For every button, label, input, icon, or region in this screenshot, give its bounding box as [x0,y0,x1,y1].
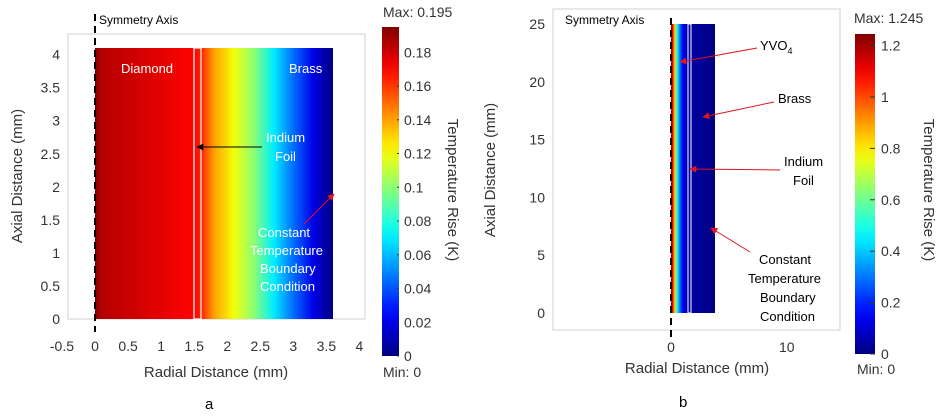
panel-b-bc-label-1: Constant [759,252,811,267]
y-tick-label: 1.5 [41,212,61,228]
y-tick-label: 20 [529,74,545,90]
colorbar-tick-label: 0.8 [881,140,901,156]
y-tick-label: 5 [537,247,545,263]
y-tick-label: 0.5 [41,278,61,294]
panel-b-xlabel: Radial Distance (mm) [625,360,769,377]
panel-a-indium-label-2: Foil [275,149,296,164]
x-tick-label: 1 [157,338,165,354]
panel-b-brass-arrow [702,101,775,120]
x-tick-label: 0 [91,338,99,354]
colorbar-tick-label: 0.4 [881,243,901,259]
panel-b-yvo-subscript: 4 [787,46,792,56]
panel-a-bc-arrow [303,193,335,225]
panel-b-bc-arrow [710,227,751,253]
y-tick-label: 15 [529,132,545,148]
colorbar-tick-label: 0.14 [404,112,431,128]
y-tick-label: 0 [537,305,545,321]
panel-b-indium-arrow [689,165,781,173]
colorbar-tick-label: 0.1 [404,179,424,195]
colorbar-tick-label: 0.2 [881,295,901,311]
x-tick-label: 3 [289,338,297,354]
panel-b-yvo-text: YVO [760,38,787,53]
panel-b-bc-label-2: Temperature [748,271,821,286]
y-tick-label: 3 [52,113,60,129]
x-tick-label: 4 [356,338,364,354]
panel-b-ylabel: Axial Distance (mm) [482,103,499,237]
panel-a-indium-foil [193,47,202,320]
colorbar-tick-label: 0 [881,346,889,362]
y-tick-label: 0 [52,311,60,327]
x-tick-label: -0.5 [50,338,74,354]
y-tick-label: 25 [529,16,545,32]
y-tick-label: 10 [529,189,545,205]
panel-b-colorbar-min: Min: 0 [857,361,895,377]
panel-b-yvo-label: YVO4 [760,38,792,56]
x-tick-label: 0.5 [118,338,138,354]
panel-b-symmetry-label: Symmetry Axis [565,13,644,27]
y-tick-label: 4 [52,47,60,63]
panel-b-field [671,24,715,313]
x-tick-label: 10 [779,339,795,355]
panel-a-field [95,48,333,319]
panel-a-colorbar-max: Max: 0.195 [383,4,452,20]
panel-b-yvo-arrow [679,47,758,65]
panel-a-ylabel: Axial Distance (mm) [9,109,26,243]
panel-a-bc-label-1: Constant [258,225,310,240]
colorbar-tick-label: 0.18 [404,44,431,60]
panel-a-colorbar-ticks: 0 0.02 0.04 0.06 0.08 0.1 0.12 0.14 0.16 0.18 [397,44,431,364]
panel-a-colorbar-min: Min: 0 [383,364,421,380]
panel-a-symmetry-label: Symmetry Axis [99,13,178,27]
panel-b-colorbar-label: Temperature Rise (K) [920,119,937,262]
panel-a-bc-label-3: Boundary [260,261,316,276]
panel-a-colorbar [382,27,399,356]
panel-a-bc-label-2: Temperature [250,243,323,258]
panel-b-bc-label-3: Boundary [760,290,816,305]
y-tick-label: 3.5 [41,80,61,96]
panel-b-indium-label-1: Indium [784,154,823,169]
panel-a-brass-label: Brass [289,61,323,76]
panel-b-caption: b [679,394,687,411]
colorbar-tick-label: 0.6 [881,192,901,208]
panel-a-ticks: -0.5 0 0.5 1 1.5 2 2.5 3 3.5 4 0 0.5 1 1.5 2 2.5 3 3.5 4 [41,47,364,354]
colorbar-tick-label: 1.2 [881,38,901,54]
x-tick-label: 1.5 [184,338,204,354]
colorbar-tick-label: 0.04 [404,281,431,297]
panel-a-bc-label-4: Condition [260,279,315,294]
panel-a-diamond-label: Diamond [121,61,173,76]
panel-b-brass-label: Brass [778,91,812,106]
colorbar-tick-label: 0.02 [404,314,431,330]
x-tick-label: 2 [223,338,231,354]
panel-b: Symmetry Axis YVO4 Brass Indium Foil Con… [482,8,937,377]
panel-b-ticks: 0 10 0 5 10 15 20 25 [529,16,794,355]
y-tick-label: 2 [52,179,60,195]
panel-a-indium-label-1: Indium [266,130,305,145]
y-tick-label: 1 [52,245,60,261]
panel-a-caption: a [205,396,214,413]
panel-b-colorbar-ticks: 0 0.2 0.4 0.6 0.8 1 1.2 [870,38,901,362]
colorbar-tick-label: 0.08 [404,213,431,229]
colorbar-tick-label: 0.12 [404,146,431,162]
colorbar-tick-label: 0.06 [404,247,431,263]
panel-a-xlabel: Radial Distance (mm) [144,364,288,381]
panel-b-colorbar [855,34,875,354]
colorbar-tick-label: 0 [404,348,412,364]
panel-a: Symmetry Axis Diamond Brass Indium Foil … [9,4,461,381]
panel-b-colorbar-max: Max: 1.245 [854,10,923,26]
colorbar-tick-label: 1 [881,89,889,105]
panel-b-indium-label-2: Foil [793,173,814,188]
x-tick-label: 2.5 [251,338,271,354]
x-tick-label: 3.5 [317,338,337,354]
panel-b-bc-label-4: Condition [760,309,815,324]
colorbar-tick-label: 0.16 [404,78,431,94]
y-tick-label: 2.5 [41,146,61,162]
x-tick-label: 0 [667,339,675,355]
panel-a-colorbar-label: Temperature Rise (K) [444,119,461,262]
